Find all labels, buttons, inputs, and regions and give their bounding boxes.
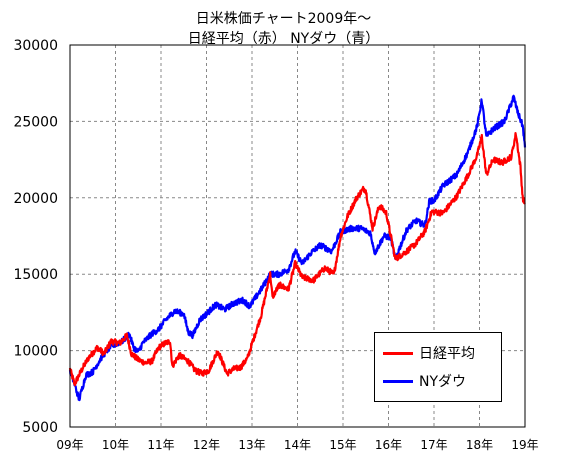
legend-item-nikkei: 日経平均 bbox=[383, 343, 475, 363]
legend-swatch-nikkei bbox=[383, 351, 413, 355]
y-tick-label: 15000 bbox=[13, 267, 58, 283]
x-tick-label: 17年 bbox=[420, 438, 447, 452]
y-tick-label: 25000 bbox=[13, 114, 58, 130]
series-line-nydow bbox=[68, 94, 527, 402]
x-tick-label: 16年 bbox=[375, 438, 402, 452]
x-tick-label: 12年 bbox=[193, 438, 220, 452]
x-tick-label: 14年 bbox=[284, 438, 311, 452]
y-tick-label: 5000 bbox=[22, 420, 58, 436]
legend-swatch-nydow bbox=[383, 379, 413, 383]
x-tick-label: 11年 bbox=[147, 438, 174, 452]
chart-title: 日米株価チャート2009年～ bbox=[195, 11, 372, 27]
y-tick-label: 30000 bbox=[13, 38, 58, 54]
legend-label-nydow: NYダウ bbox=[419, 374, 467, 390]
y-axis-ticks: 30000 25000 20000 15000 10000 5000 bbox=[13, 38, 58, 436]
plot-frame bbox=[69, 44, 526, 428]
legend-label-nikkei: 日経平均 bbox=[419, 346, 475, 362]
x-tick-label: 15年 bbox=[329, 438, 356, 452]
series-line-nikkei bbox=[68, 132, 526, 387]
x-axis-ticks: 09年 10年 11年 12年 13年 14年 15年 16年 17年 18年 19年 bbox=[56, 438, 538, 452]
x-tick-label: 19年 bbox=[511, 438, 538, 452]
x-tick-label: 18年 bbox=[466, 438, 493, 452]
x-tick-label: 13年 bbox=[238, 438, 265, 452]
legend: 日経平均 NYダウ bbox=[374, 332, 502, 402]
y-tick-label: 10000 bbox=[13, 344, 58, 360]
y-tick-label: 20000 bbox=[13, 191, 58, 207]
legend-item-nydow: NYダウ bbox=[383, 371, 466, 391]
chart-subtitle: 日経平均（赤） NYダウ（青） bbox=[187, 31, 380, 47]
x-tick-label: 10年 bbox=[102, 438, 129, 452]
x-tick-label: 09年 bbox=[56, 438, 83, 452]
series-lines bbox=[68, 94, 527, 402]
